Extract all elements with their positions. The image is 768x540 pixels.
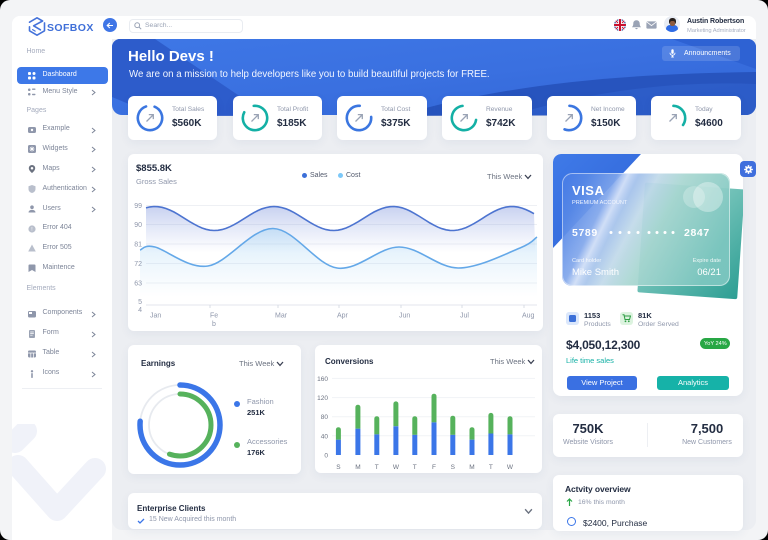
svg-text:63: 63 (134, 281, 142, 288)
svg-text:5789: 5789 (572, 227, 598, 239)
svg-text:72: 72 (134, 261, 142, 268)
svg-text:160: 160 (317, 376, 328, 383)
svg-text:M: M (355, 464, 360, 471)
svg-text:M: M (469, 464, 474, 471)
svg-text:W: W (507, 464, 514, 471)
svg-text:Mar: Mar (275, 313, 288, 320)
svg-text:90: 90 (134, 222, 142, 229)
svg-text:b: b (212, 321, 216, 328)
svg-text:Jan: Jan (150, 313, 161, 320)
svg-text:81: 81 (134, 242, 142, 249)
svg-text:Mike Smith: Mike Smith (572, 267, 619, 278)
svg-text:5: 5 (138, 299, 142, 306)
svg-text:!: ! (31, 226, 32, 232)
svg-text:2847: 2847 (684, 227, 710, 239)
svg-text:T: T (489, 464, 493, 471)
svg-text:S: S (451, 464, 456, 471)
svg-text:06/21: 06/21 (697, 267, 721, 278)
svg-text:PREMIUM ACCOUNT: PREMIUM ACCOUNT (572, 200, 628, 206)
svg-text:T: T (413, 464, 417, 471)
svg-text:Jun: Jun (399, 313, 410, 320)
svg-text:VISA: VISA (572, 183, 604, 198)
svg-text:F: F (432, 464, 436, 471)
svg-text:120: 120 (317, 395, 328, 402)
svg-text:T: T (375, 464, 379, 471)
svg-text:Fe: Fe (210, 313, 218, 320)
svg-text:80: 80 (321, 414, 329, 421)
svg-text:S: S (336, 464, 341, 471)
svg-text:Apr: Apr (337, 313, 349, 320)
svg-text:99: 99 (134, 203, 142, 210)
svg-text:4: 4 (138, 307, 142, 314)
svg-text:W: W (393, 464, 400, 471)
svg-text:40: 40 (321, 433, 329, 440)
svg-text:Expire date: Expire date (693, 258, 721, 264)
svg-text:Jul: Jul (460, 313, 469, 320)
svg-text:0: 0 (324, 453, 328, 460)
svg-text:Aug: Aug (522, 313, 535, 320)
svg-text:Card holder: Card holder (572, 258, 601, 264)
